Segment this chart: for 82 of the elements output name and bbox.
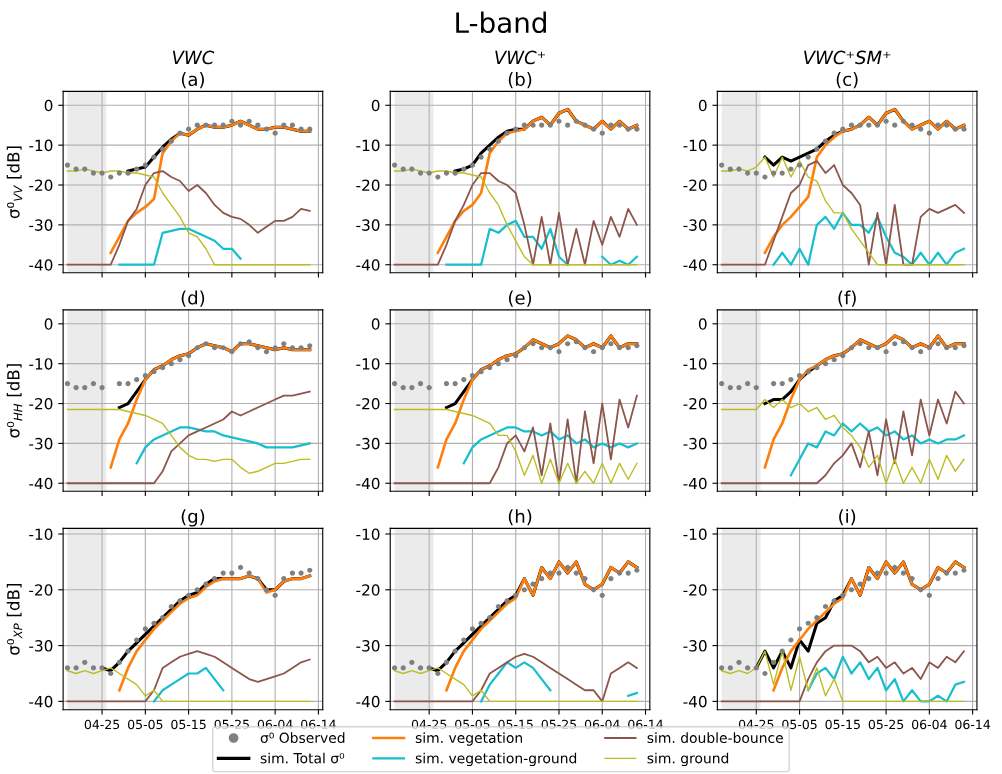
x-tick-label: 06-14 <box>955 719 991 730</box>
x-tick-label: 05-15 <box>171 719 206 730</box>
legend-label: sim. vegetation <box>415 732 523 746</box>
y-axis-title: σ⁰$_{HH}$ [dB] <box>6 364 23 438</box>
chart-title: (i) <box>839 509 856 526</box>
x-tick-label: 04-25 <box>411 719 447 730</box>
y-tick-label: 0 <box>44 99 53 112</box>
chart-title: VWC⁺SM⁺ <box>804 50 891 65</box>
chart-title: (h) <box>508 509 532 526</box>
x-tick-label: 06-14 <box>301 719 336 730</box>
y-tick-label: 0 <box>44 318 53 330</box>
y-tick-label: -40 <box>29 695 53 708</box>
y-tick-label: -30 <box>356 219 380 231</box>
y-tick-label: -30 <box>29 219 53 231</box>
chart-title: (d) <box>181 290 205 307</box>
y-tick-label: -20 <box>356 584 380 596</box>
y-tick-label: -40 <box>29 477 53 490</box>
x-tick-label: 05-25 <box>868 719 904 730</box>
y-tick-label: -10 <box>356 528 380 540</box>
y-tick-label: -30 <box>356 437 380 450</box>
y-tick-label: -10 <box>29 139 53 152</box>
y-tick-label: -30 <box>683 219 707 231</box>
chart-title: VWC⁺ <box>495 50 545 65</box>
x-tick-label: 06-04 <box>257 719 293 730</box>
y-tick-label: -30 <box>683 640 707 652</box>
y-tick-label: -20 <box>683 398 707 410</box>
x-tick-label: 05-15 <box>825 719 860 730</box>
y-tick-label: 0 <box>371 99 380 112</box>
y-tick-label: -10 <box>683 358 707 370</box>
y-tick-label: -10 <box>356 139 380 152</box>
y-tick-label: 0 <box>371 318 380 330</box>
y-tick-label: -20 <box>356 179 380 192</box>
y-tick-label: -20 <box>29 179 53 192</box>
y-tick-label: -20 <box>356 398 380 410</box>
x-tick-label: 05-05 <box>455 719 490 730</box>
y-tick-label: -40 <box>683 259 707 271</box>
legend-label: sim. double-bounce <box>647 732 783 744</box>
legend-label: sim. Total σ⁰ <box>260 752 345 764</box>
y-tick-label: -20 <box>683 179 707 192</box>
x-tick-label: 05-05 <box>782 719 817 730</box>
chart-subtitle: (c) <box>836 72 858 89</box>
x-tick-label: 05-15 <box>498 719 533 730</box>
y-tick-label: -10 <box>29 358 53 370</box>
y-tick-label: -20 <box>29 584 53 596</box>
y-tick-label: -10 <box>683 528 707 540</box>
chart-title: VWC <box>172 50 215 65</box>
x-tick-label: 06-04 <box>912 719 947 730</box>
y-tick-label: -40 <box>683 477 707 490</box>
chart-subtitle: (a) <box>181 72 204 89</box>
y-tick-label: -20 <box>29 398 53 410</box>
chart-title: (g) <box>181 509 205 527</box>
y-tick-label: -40 <box>356 477 380 490</box>
chart-title: (f) <box>838 290 856 307</box>
y-axis-title: σ⁰$_{VV}$ [dB] <box>6 146 23 219</box>
x-tick-label: 05-05 <box>128 719 163 730</box>
y-tick-label: -10 <box>29 528 53 540</box>
y-tick-label: 0 <box>698 318 707 330</box>
y-tick-label: -40 <box>356 259 380 271</box>
y-tick-label: -40 <box>356 695 380 708</box>
y-axis-title: σ⁰$_{XP}$ [dB] <box>6 583 23 655</box>
y-tick-label: 0 <box>698 99 707 112</box>
x-tick-label: 06-14 <box>628 719 663 730</box>
y-tick-label: -10 <box>683 139 707 152</box>
chart-subtitle: (b) <box>508 72 532 89</box>
x-tick-label: 05-25 <box>541 719 577 730</box>
legend-label: sim. vegetation-ground <box>415 752 577 767</box>
x-tick-label: 04-25 <box>84 719 120 730</box>
y-tick-label: -30 <box>29 640 53 652</box>
y-tick-label: -40 <box>683 695 707 708</box>
x-tick-label: 05-25 <box>214 719 249 730</box>
text: L-band <box>456 11 546 34</box>
y-tick-label: -40 <box>29 259 53 271</box>
legend-label: σ⁰ Observed <box>260 732 345 744</box>
x-tick-label: 06-04 <box>584 719 620 730</box>
y-tick-label: -20 <box>683 584 707 596</box>
chart-title: (e) <box>508 290 532 307</box>
y-tick-label: -10 <box>356 358 380 370</box>
legend-label: sim. ground <box>647 752 729 767</box>
x-tick-label: 04-25 <box>738 719 774 730</box>
y-tick-label: -30 <box>29 437 53 450</box>
y-tick-label: -30 <box>356 640 380 652</box>
y-tick-label: -30 <box>683 437 707 450</box>
